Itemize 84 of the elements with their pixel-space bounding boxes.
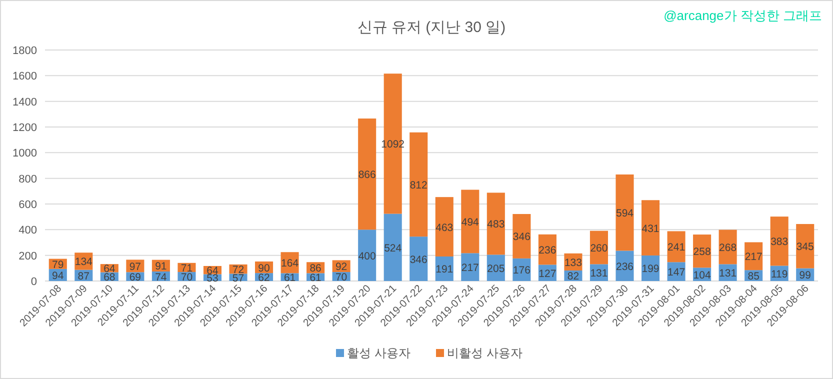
y-tick-label: 1200	[12, 122, 37, 134]
data-label: 345	[796, 241, 814, 254]
data-label: 205	[487, 262, 505, 275]
data-label: 99	[799, 270, 812, 282]
data-label: 236	[616, 260, 634, 273]
data-label: 191	[436, 264, 454, 276]
data-label: 236	[538, 244, 556, 257]
bar	[642, 200, 660, 256]
chart-title: 신규 유저 (지난 30 일)	[357, 19, 506, 36]
data-label: 346	[512, 231, 531, 244]
data-label: 131	[590, 268, 608, 280]
y-tick-label: 0	[30, 276, 37, 288]
data-label: 812	[410, 179, 428, 192]
y-tick-label: 400	[18, 224, 37, 237]
data-label: 176	[512, 264, 531, 277]
data-label: 94	[52, 270, 64, 282]
bar	[796, 224, 814, 268]
data-label: 346	[410, 254, 428, 266]
y-tick-label: 1400	[12, 96, 37, 108]
data-label: 260	[590, 242, 608, 255]
bar	[486, 192, 505, 255]
y-tick-label: 800	[18, 173, 37, 186]
bar	[461, 190, 480, 254]
data-label: 131	[719, 268, 737, 280]
data-label: 133	[564, 256, 582, 269]
bar	[384, 214, 402, 281]
bar	[770, 216, 788, 266]
data-label: 431	[642, 222, 660, 235]
data-label: 70	[335, 272, 348, 284]
data-label: 400	[358, 250, 376, 262]
bar	[358, 230, 376, 281]
bar	[358, 118, 376, 230]
data-label: 69	[129, 272, 142, 284]
data-label: 147	[668, 266, 686, 279]
legend-label: 활성 사용자	[347, 346, 410, 360]
data-label: 463	[436, 222, 454, 234]
data-label: 61	[310, 272, 322, 284]
data-label: 71	[180, 262, 193, 274]
data-label: 241	[668, 242, 686, 254]
data-label: 494	[461, 216, 480, 228]
data-label: 82	[567, 270, 580, 283]
data-label: 524	[384, 242, 402, 254]
data-label: 92	[335, 261, 348, 274]
legend-label: 비활성 사용자	[447, 346, 522, 360]
data-label: 90	[258, 262, 270, 274]
bar	[616, 250, 634, 281]
bar	[410, 132, 428, 237]
data-label: 127	[538, 268, 556, 280]
data-label: 217	[744, 251, 762, 264]
data-label: 68	[104, 272, 116, 284]
bar	[512, 214, 531, 258]
data-label: 87	[78, 270, 90, 282]
data-label: 268	[719, 242, 737, 254]
data-label: 134	[74, 256, 93, 268]
data-label: 119	[770, 268, 788, 280]
y-tick-label: 1600	[12, 70, 37, 83]
data-label: 62	[258, 272, 270, 284]
data-label: 866	[358, 169, 376, 182]
y-tick-label: 200	[18, 250, 37, 262]
bar	[616, 174, 634, 251]
data-label: 91	[155, 260, 167, 273]
data-label: 383	[770, 236, 788, 248]
data-label: 70	[180, 272, 193, 284]
data-label: 258	[693, 246, 711, 258]
data-label: 74	[155, 271, 167, 284]
data-label: 217	[461, 262, 480, 274]
data-label: 61	[284, 272, 296, 284]
bar	[435, 197, 454, 256]
bar	[667, 231, 686, 262]
y-tick-label: 1800	[12, 45, 37, 57]
data-label: 483	[487, 218, 505, 231]
text: @arcange가 작성한 그래프	[664, 8, 822, 23]
data-label: 199	[642, 263, 660, 276]
bar	[410, 236, 428, 281]
data-label: 85	[748, 270, 760, 283]
data-label: 164	[281, 258, 299, 270]
data-label: 104	[693, 269, 711, 282]
data-label: 594	[616, 208, 634, 220]
y-tick-label: 600	[18, 199, 37, 211]
bar	[384, 74, 402, 214]
data-label: 97	[129, 260, 142, 273]
data-label: 79	[52, 258, 64, 271]
data-label: 86	[310, 262, 322, 275]
y-tick-label: 1000	[12, 148, 37, 160]
